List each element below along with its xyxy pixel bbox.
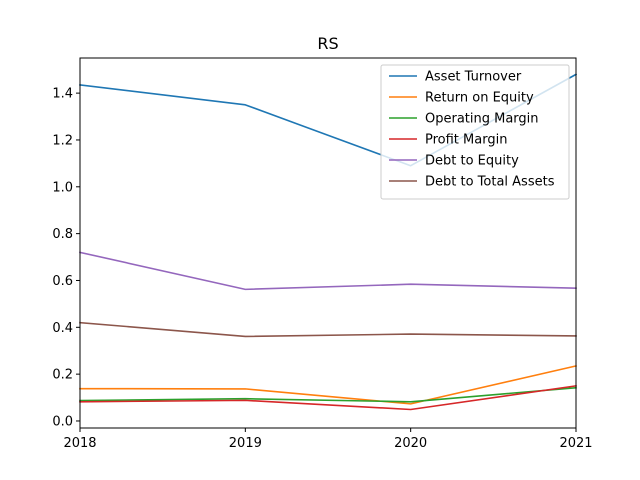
chart-title: RS <box>317 34 338 53</box>
x-tick-label: 2019 <box>229 436 262 451</box>
y-tick-label: 0.0 <box>52 414 73 429</box>
legend-label: Operating Margin <box>425 112 539 127</box>
legend-label: Return on Equity <box>425 91 534 106</box>
x-tick-label: 2018 <box>63 436 96 451</box>
legend-label: Debt to Total Assets <box>425 175 555 190</box>
plot-area <box>79 73 578 411</box>
legend-box <box>380 64 570 200</box>
y-tick-label: 0.8 <box>52 227 73 242</box>
legend: Asset Turnover Return on Equity Operating … <box>380 64 570 200</box>
legend-label: Debt to Equity <box>425 154 519 169</box>
legend-label: Profit Margin <box>425 133 507 148</box>
plot-frame <box>79 57 577 429</box>
y-tick-label: 0.2 <box>52 368 73 383</box>
series-line-return-on-equity <box>79 364 577 405</box>
y-tick-label: 0.6 <box>52 274 73 289</box>
y-tick-label: 1.0 <box>52 180 73 195</box>
series-line-debt-to-equity <box>79 251 577 291</box>
y-tick-label: 1.4 <box>52 87 73 102</box>
axes: 2018 2019 2020 2021 0.0 0.2 0.4 0.6 0.8 1.0 1.2 1.4 <box>52 87 592 451</box>
y-tick-label: 1.2 <box>52 133 73 148</box>
x-tick-label: 2021 <box>559 436 592 451</box>
legend-label: Asset Turnover <box>425 70 522 85</box>
series-line-operating-margin <box>79 386 577 403</box>
series-line-profit-margin <box>79 384 577 411</box>
x-tick-label: 2020 <box>394 436 427 451</box>
series-line-debt-to-total-assets <box>79 321 577 338</box>
y-tick-label: 0.4 <box>52 321 73 336</box>
